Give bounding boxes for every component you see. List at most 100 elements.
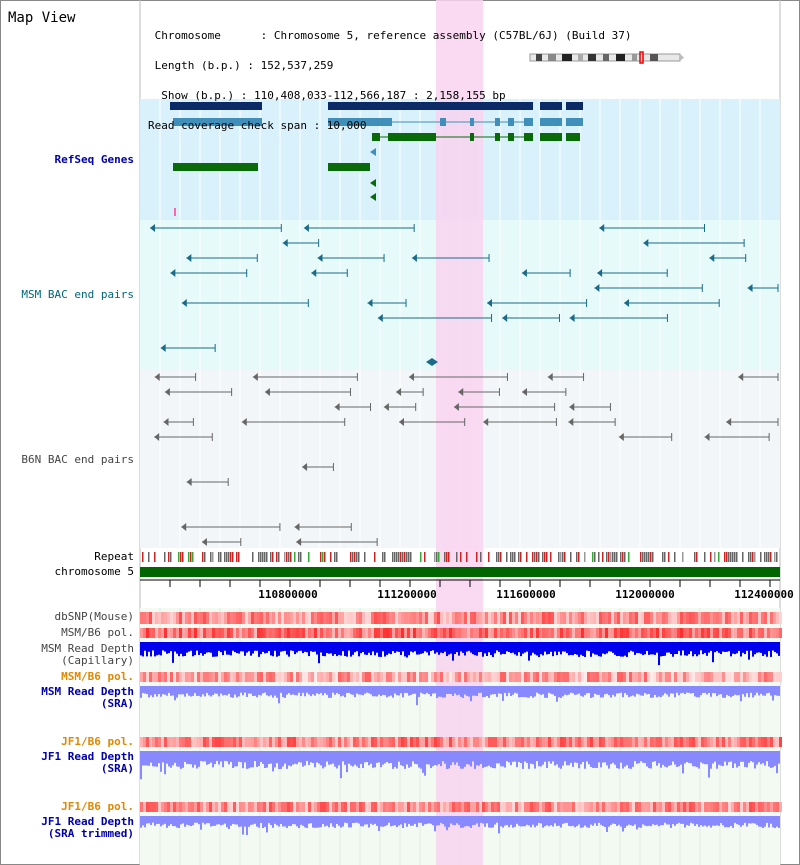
read-depth-bar (486, 816, 488, 824)
read-depth-bar (496, 686, 498, 697)
read-depth-bar (212, 751, 214, 768)
polymorphism-cell (347, 612, 350, 624)
polymorphism-cell (428, 612, 431, 624)
repeat-element (178, 552, 180, 562)
read-depth-bar (476, 642, 478, 656)
polymorphism-cell (680, 612, 683, 624)
polymorphism-cell (536, 612, 539, 624)
repeat-element (646, 552, 648, 562)
read-depth-bar (622, 642, 624, 657)
track-label-msm-b6-pol-1[interactable]: MSM/B6 pol. (61, 626, 134, 639)
repeat-element (230, 552, 232, 562)
read-depth-bar (664, 686, 666, 694)
read-depth-bar (634, 686, 636, 697)
read-depth-bar (776, 642, 778, 654)
read-depth-bar (356, 816, 358, 823)
read-depth-bar (364, 816, 366, 825)
polymorphism-cell (251, 672, 254, 682)
read-depth-bar (336, 642, 338, 657)
read-depth-bar (714, 642, 716, 653)
read-depth-bar (734, 816, 736, 823)
read-depth-bar (274, 642, 276, 651)
polymorphism-cell (614, 612, 617, 624)
polymorphism-cell (479, 672, 482, 682)
read-depth-bar (768, 686, 770, 693)
polymorphism-cell (548, 737, 551, 747)
read-depth-bar (544, 816, 546, 827)
read-depth-bar (696, 751, 698, 768)
polymorphism-cell (494, 612, 497, 624)
read-depth-bar (180, 816, 182, 825)
track-label-jf1-depth-trimmed[interactable]: JF1 Read Depth (SRA trimmed) (41, 816, 134, 840)
track-label-refseq[interactable]: RefSeq Genes (54, 153, 134, 166)
read-depth-bar (674, 751, 676, 765)
track-label-jf1-b6-pol-2[interactable]: JF1/B6 pol. (61, 800, 134, 813)
polymorphism-cell (713, 802, 716, 812)
read-depth-bar (254, 642, 256, 651)
repeat-element (324, 552, 326, 562)
polymorphism-cell (467, 628, 470, 638)
polymorphism-cell (230, 802, 233, 812)
read-depth-bar (526, 642, 528, 652)
read-depth-bar (192, 686, 194, 696)
read-depth-bar (454, 686, 456, 694)
track-label-msm-depth-sra[interactable]: MSM Read Depth (SRA) (41, 686, 134, 710)
read-depth-bar (578, 686, 580, 694)
track-label-b6n-bac[interactable]: B6N BAC end pairs (21, 453, 134, 466)
read-depth-bar (340, 816, 342, 828)
read-depth-bar (694, 816, 696, 826)
polymorphism-cell (728, 612, 731, 624)
read-depth-bar (220, 642, 222, 653)
read-depth-bar (694, 751, 696, 767)
read-depth-bar (448, 751, 450, 769)
polymorphism-cell (212, 802, 215, 812)
repeat-element (270, 552, 272, 562)
polymorphism-cell (386, 628, 389, 638)
track-label-jf1-b6-pol-1[interactable]: JF1/B6 pol. (61, 735, 134, 748)
bac-end (547, 373, 553, 381)
read-depth-bar (412, 686, 414, 694)
read-depth-bar (738, 686, 740, 696)
read-depth-bar (760, 642, 762, 653)
read-depth-bar (198, 686, 200, 696)
read-depth-bar (598, 816, 600, 823)
polymorphism-cell (590, 628, 593, 638)
polymorphism-cell (179, 628, 182, 638)
polymorphism-cell (200, 672, 203, 682)
repeat-element (288, 552, 290, 562)
read-depth-bar (620, 642, 622, 657)
repeat-element (644, 552, 646, 562)
polymorphism-cell (551, 628, 554, 638)
read-depth-bar (710, 642, 712, 651)
read-depth-bar (532, 816, 534, 825)
read-depth-bar (172, 686, 174, 696)
read-depth-bar (274, 686, 276, 696)
read-depth-bar (172, 751, 174, 766)
polymorphism-cell (641, 612, 644, 624)
read-depth-bar (368, 751, 370, 766)
read-depth-bar (642, 642, 644, 656)
track-label-jf1-depth-sra[interactable]: JF1 Read Depth (SRA) (41, 751, 134, 775)
read-depth-bar (168, 642, 170, 654)
track-label-dbsnp[interactable]: dbSNP(Mouse) (54, 610, 134, 623)
read-depth-bar (242, 642, 244, 652)
track-label-repeat[interactable]: Repeat (94, 550, 134, 563)
read-depth-bar (158, 642, 160, 655)
read-depth-bar (396, 816, 398, 828)
read-depth-bar (676, 751, 678, 767)
read-depth-bar (188, 751, 190, 765)
track-label-msm-depth-capillary[interactable]: MSM Read Depth (Capillary) (41, 643, 134, 667)
polymorphism-cell (755, 628, 758, 638)
polymorphism-cell (713, 628, 716, 638)
read-depth-bar (684, 751, 686, 764)
polymorphism-cell (398, 612, 401, 624)
read-depth-bar (404, 816, 406, 824)
chromosome-ideogram[interactable] (528, 51, 686, 65)
read-depth-bar (552, 642, 554, 657)
ideogram-position-marker[interactable] (639, 51, 644, 64)
read-depth-bar (200, 642, 202, 654)
track-label-msm-b6-pol-2[interactable]: MSM/B6 pol. (61, 670, 134, 683)
read-depth-bar (366, 642, 368, 655)
track-label-msm-bac[interactable]: MSM BAC end pairs (21, 288, 134, 301)
